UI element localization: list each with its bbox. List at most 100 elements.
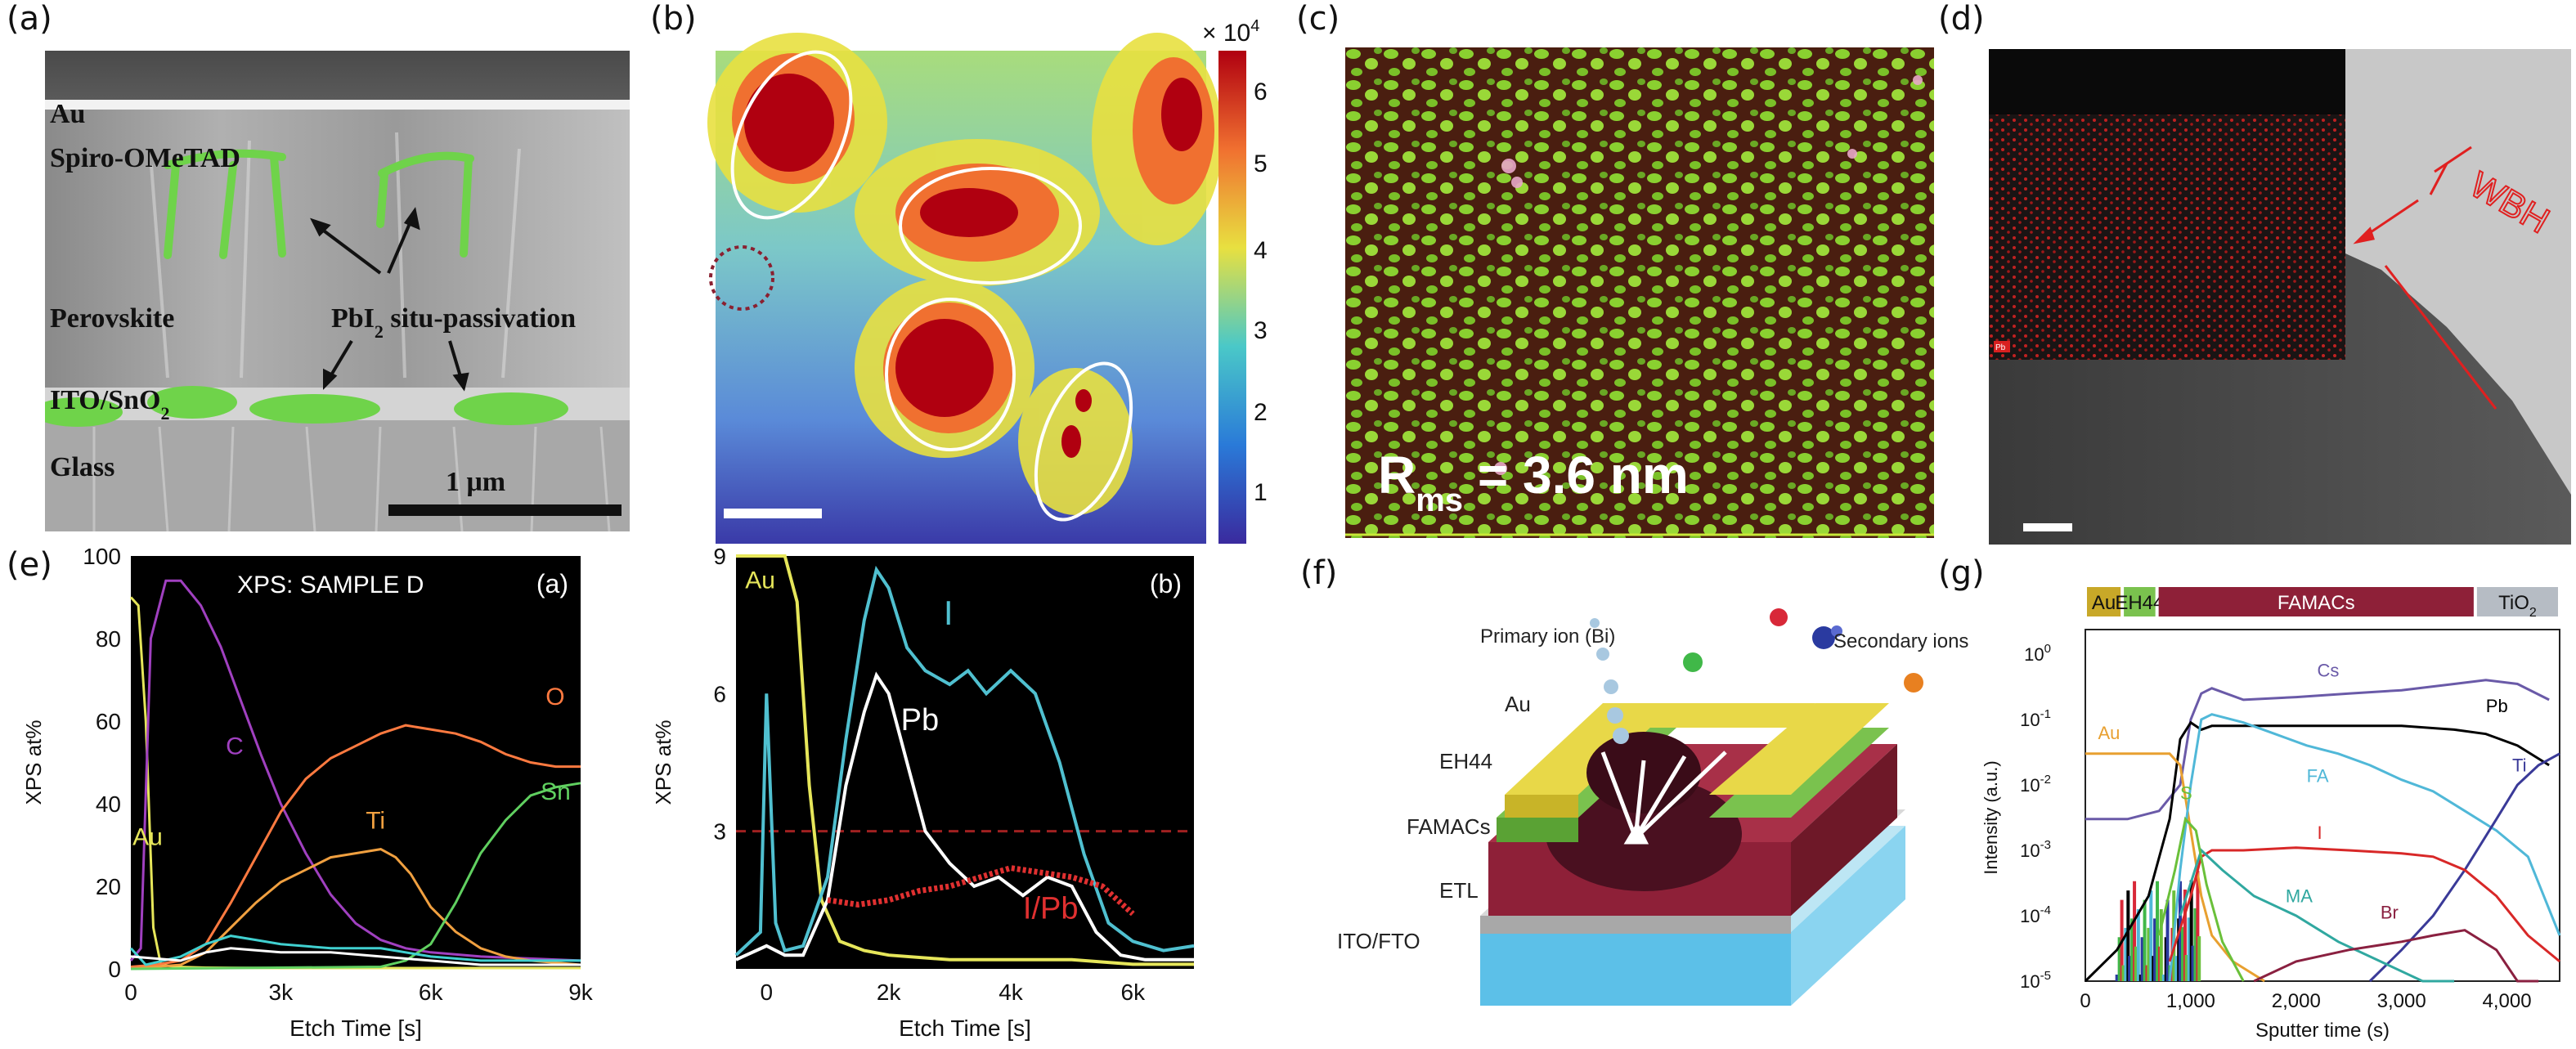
xps-chart-a: 0 20 40 60 80 100 0 3k 6k 9k Etch Time [s] XPS at% X… — [21, 544, 594, 1041]
series-label: FA — [2307, 766, 2329, 787]
tem-scale-bar — [2023, 523, 2072, 531]
series-line — [2368, 752, 2560, 983]
layer-label-au: Au — [1505, 692, 1531, 716]
layer-label-spiro: Spiro-OMeTAD — [50, 143, 240, 173]
x-tick-label: 2,000 — [2272, 990, 2321, 1012]
x-tick-label: 0 — [124, 980, 137, 1005]
x-axis-label: Etch Time [s] — [289, 1015, 422, 1041]
panel-label-g: (g) — [1938, 554, 1985, 592]
y-axis-label: XPS at% — [651, 720, 675, 805]
series-label: Ti — [2512, 755, 2527, 776]
y-tick-label: 20 — [96, 874, 121, 899]
y-tick-label: 10-1 — [2020, 707, 2051, 730]
series-label: Pb — [901, 703, 939, 737]
x-tick-label: 3k — [269, 980, 294, 1005]
primary-ion-label: Primary ion (Bi) — [1480, 625, 1615, 648]
series-label: Au — [2098, 723, 2120, 743]
series-line — [2253, 929, 2539, 983]
series-line — [2157, 816, 2245, 982]
panel-label-f: (f) — [1300, 554, 1338, 592]
layer-label-eh44: EH44 — [1439, 749, 1492, 773]
y-tick-label: 6 — [713, 681, 726, 706]
series-label: Pb — [2486, 696, 2508, 716]
tem-image: Pb WBH — [1989, 49, 2571, 545]
series-line — [827, 865, 1135, 917]
panel-label-d: (d) — [1938, 0, 1985, 38]
layer-label-etl: ETL — [1439, 878, 1479, 903]
colorbar-tick: 1 — [1254, 479, 1268, 506]
layer-label-glass: Glass — [50, 452, 114, 482]
layer-bar-segment — [2476, 587, 2558, 616]
y-tick-label: 100 — [2024, 642, 2051, 665]
sims-schematic: Primary ion (Bi) Secondary ions Au EH44 … — [1337, 608, 1968, 1006]
panel-label-b: (b) — [650, 0, 697, 38]
x-tick-label: 6k — [419, 980, 444, 1005]
map-scale-bar — [724, 509, 822, 518]
x-tick-label: 2k — [877, 980, 902, 1005]
panel-label-e: (e) — [7, 546, 52, 584]
x-tick-label: 9k — [568, 980, 594, 1005]
colormap-image: × 104 6 5 4 3 2 1 — [707, 17, 1268, 544]
colorbar-tick: 3 — [1254, 317, 1268, 344]
series-label: O — [545, 684, 564, 711]
layer-bar-label: TiO2 — [2498, 592, 2537, 620]
eds-inset-label: Pb — [1995, 343, 2006, 352]
series-label: C — [226, 733, 244, 760]
pbi2-annotation: PbI2 situ-passivation — [331, 303, 576, 342]
y-tick-label: 80 — [96, 626, 121, 652]
afm-image: Rms = 3.6 nm — [1345, 47, 1934, 538]
layer-bar-label: FAMACs — [2278, 592, 2355, 614]
series-label: Au — [132, 824, 163, 851]
series-label: Ti — [366, 807, 385, 834]
plot-area — [736, 556, 1194, 969]
series-line — [734, 565, 1195, 957]
sem-cross-section-panel: Au Spiro-OMeTAD Perovskite ITO/SnO2 Glas… — [33, 51, 630, 532]
layer-bar-segment — [2124, 587, 2156, 616]
x-tick-label: 4,000 — [2483, 990, 2532, 1012]
series-line — [735, 671, 1194, 962]
y-axis-label: Intensity (a.u.) — [1981, 760, 2001, 874]
x-tick-label: 4k — [999, 980, 1024, 1005]
colorbar-tick: 2 — [1254, 399, 1268, 426]
colorbar-exponent: × 104 — [1202, 17, 1259, 47]
series-label: I — [2318, 823, 2322, 843]
y-tick-label: 3 — [713, 819, 726, 845]
series-line — [129, 579, 581, 962]
layer-bar-label: EH44 — [2115, 592, 2164, 614]
eds-map-inset — [1989, 114, 2345, 360]
plot-area — [131, 556, 581, 969]
colorbar-tick: 4 — [1254, 237, 1268, 264]
y-axis-label: XPS at% — [21, 720, 46, 805]
series-label: MA — [2286, 886, 2313, 907]
panel-label-a: (a) — [7, 0, 52, 38]
series-line — [2084, 720, 2550, 983]
sem-image: Au Spiro-OMeTAD Perovskite ITO/SnO2 Glas… — [33, 51, 630, 532]
afm-panel: Rms = 3.6 nm — [1345, 47, 1934, 538]
x-tick-label: 3,000 — [2377, 990, 2426, 1012]
x-tick-label: 1,000 — [2166, 990, 2215, 1012]
tem-panel: Pb WBH — [1989, 49, 2571, 545]
y-tick-label: 9 — [713, 544, 726, 569]
sims-depth-profile-chart: Au EH44 FAMACs TiO210010-110-210-310-410-50… — [1981, 587, 2561, 1042]
series-line — [2085, 679, 2550, 821]
series-line — [130, 782, 581, 971]
y-tick-label: 10-3 — [2020, 838, 2051, 861]
x-tick-label: 0 — [2080, 990, 2090, 1012]
series-label: Au — [745, 567, 775, 594]
panel-label-c: (c) — [1296, 0, 1340, 38]
secondary-ions-label: Secondary ions — [1833, 630, 1968, 652]
x-axis-label: Etch Time [s] — [899, 1015, 1031, 1041]
series-line — [2168, 713, 2561, 982]
colorbar-tick: 5 — [1254, 150, 1268, 177]
colorbar — [1218, 51, 1246, 544]
rms-label: Rms = 3.6 nm — [1378, 446, 1689, 518]
layer-bar-segment — [2087, 587, 2121, 616]
y-tick-label: 100 — [83, 544, 121, 569]
layer-bar-segment — [2158, 587, 2474, 616]
chart-tag: (b) — [1150, 569, 1182, 598]
layer-label-famacs: FAMACs — [1407, 814, 1491, 839]
chart-tag: (a) — [536, 569, 568, 598]
colorbar-tick: 6 — [1254, 78, 1268, 105]
layer-label-ito-sno2: ITO/SnO2 — [50, 385, 169, 424]
series-line — [130, 947, 581, 966]
